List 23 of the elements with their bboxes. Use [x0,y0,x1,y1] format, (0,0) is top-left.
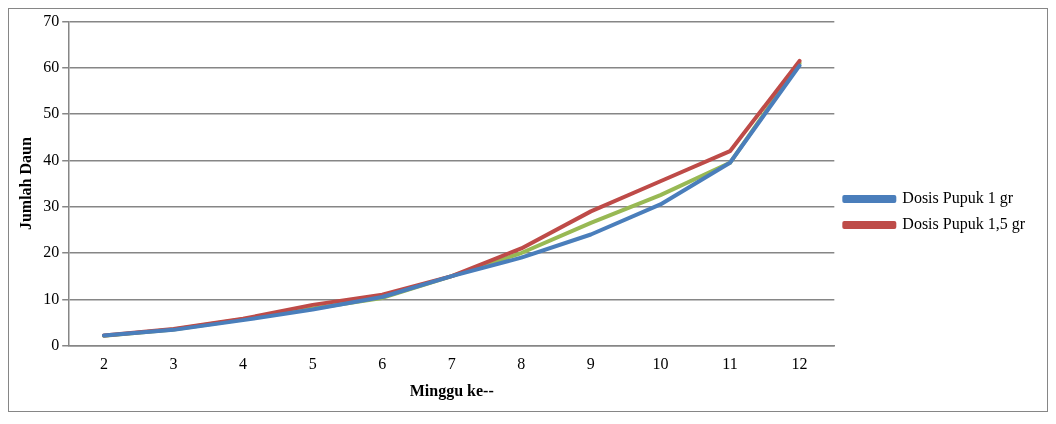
x-tick-label: 9 [586,355,595,373]
y-tick-label: 20 [43,243,60,261]
x-tick-label: 7 [447,355,456,373]
x-tick-label: 3 [169,355,178,373]
y-axis-title: Jumlah Daun [16,137,34,231]
x-tick-label: 11 [722,355,738,373]
y-tick-label: 40 [43,150,60,168]
y-tick-label: 30 [43,196,60,214]
x-tick-label: 6 [378,355,387,373]
y-tick-label: 10 [43,289,60,307]
x-tick-label: 2 [99,355,108,373]
x-tick-label: 8 [517,355,526,373]
x-tick-label: 4 [239,355,248,373]
x-tick-label: 12 [791,355,808,373]
y-tick-label: 70 [43,11,60,29]
y-tick-label: 60 [43,58,60,76]
legend-label: Dosis Pupuk 1 gr [902,189,1014,208]
y-tick-label: 0 [51,335,60,353]
y-tick-label: 50 [43,104,60,122]
x-tick-label: 5 [308,355,317,373]
x-tick-label: 10 [652,355,669,373]
legend-label: Dosis Pupuk 1,5 gr [902,215,1026,234]
x-axis-title: Minggu ke-- [409,381,494,400]
